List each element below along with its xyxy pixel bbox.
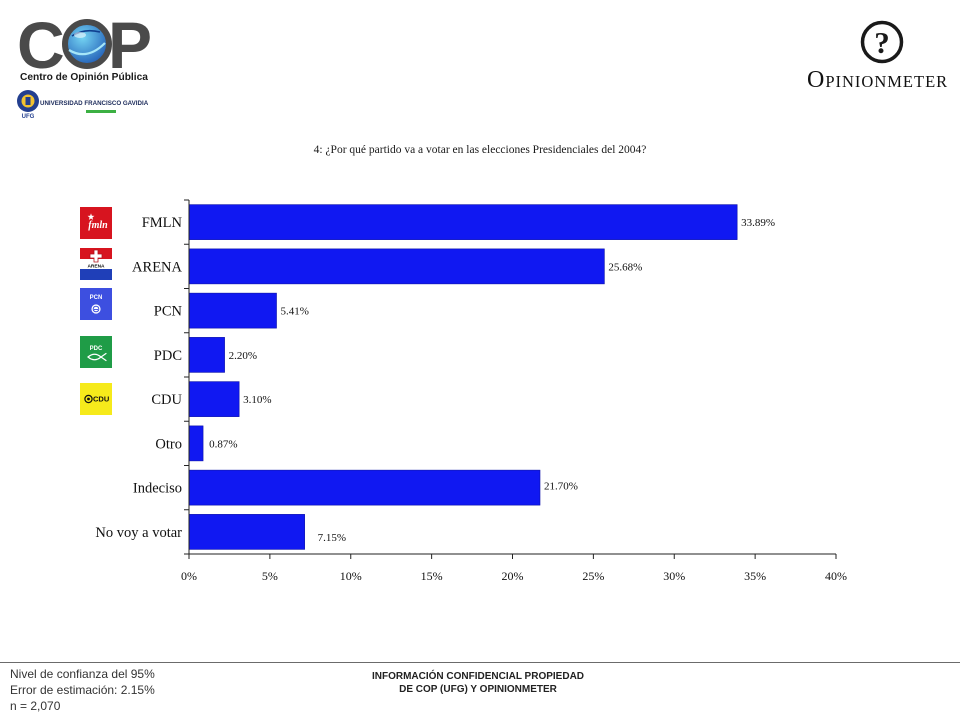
fish-icon: [87, 352, 107, 362]
party-logo-cdu: CDU: [80, 383, 112, 415]
question-mark-icon: ?: [860, 20, 904, 64]
category-label-arena: ARENA: [132, 259, 182, 275]
bar-cdu: [188, 381, 240, 417]
party-logo-fmln: fmln: [80, 207, 112, 239]
bar-arena: [188, 248, 605, 285]
x-tick-label-6: 30%: [663, 569, 685, 583]
cop-letter-p: P: [108, 14, 152, 72]
party-logo-pcn: PCN: [80, 288, 112, 320]
logo-background: [80, 336, 112, 368]
confidential-line-1: INFORMACIÓN CONFIDENCIAL PROPIEDAD: [371, 671, 585, 682]
confidential-line-2: DE COP (UFG) Y OPINIONMETER: [399, 684, 557, 695]
bar-otro: [188, 425, 204, 462]
bar-fmln: [188, 204, 738, 240]
party-logo-label: PDC: [90, 346, 103, 352]
bar-indeciso: [188, 469, 541, 506]
opinionmeter-mark: ?: [874, 25, 890, 60]
chart-title: 4: ¿Por qué partido va a votar en las el…: [313, 144, 647, 156]
ufg-name: UNIVERSIDAD FRANCISCO GAVIDIA: [40, 100, 149, 107]
x-tick-label-7: 35%: [744, 569, 766, 583]
party-logo-arena: ARENA: [80, 248, 112, 280]
category-label-cdu: CDU: [151, 392, 182, 408]
value-label-indeciso: 21.70%: [544, 481, 578, 493]
party-logo-label: CDU: [93, 395, 109, 404]
globe-icon: [62, 19, 112, 69]
x-tick-label-3: 15%: [421, 569, 443, 583]
cop-subtitle: Centro de Opinión Pública: [20, 72, 148, 83]
confidential-notice: INFORMACIÓN CONFIDENCIAL PROPIEDAD DE CO…: [0, 670, 956, 696]
star-icon: [87, 213, 95, 220]
flag-stripe: [80, 259, 112, 269]
logo-background: [80, 207, 112, 239]
category-label-pdc: PDC: [154, 348, 182, 364]
logo-background: [80, 288, 112, 320]
margin-of-error: Error de estimación: 2.15%: [10, 683, 155, 697]
value-label-pdc: 2.20%: [229, 350, 257, 362]
bar-pdc: [188, 337, 225, 373]
x-tick-label-2: 10%: [340, 569, 362, 583]
party-logo-label: PCN: [90, 295, 103, 301]
cop-letter-c: C: [17, 14, 65, 72]
x-tick-label-4: 20%: [502, 569, 524, 583]
category-label-no-voy-a-votar: No voy a votar: [95, 525, 182, 541]
x-tick-label-1: 5%: [262, 569, 278, 583]
cross-icon: [89, 249, 103, 263]
category-label-fmln: FMLN: [142, 215, 183, 231]
sample-size: n = 2,070: [10, 699, 61, 713]
value-label-no-voy-a-votar: 7.15%: [318, 532, 346, 544]
party-logo-label: ARENA: [87, 264, 105, 270]
value-label-arena: 25.68%: [608, 261, 642, 273]
survey-stats: Nivel de confianza del 95% Error de esti…: [10, 666, 155, 714]
confidence-level: Nivel de confianza del 95%: [10, 667, 155, 681]
party-logo-pdc: PDC: [80, 336, 112, 368]
category-label-otro: Otro: [155, 436, 182, 452]
ufg-abbr: UFG: [22, 114, 35, 120]
x-tick-label-0: 0%: [181, 569, 197, 583]
x-tick-label-8: 40%: [825, 569, 847, 583]
party-logo-label: fmln: [88, 220, 108, 231]
footer-divider: [0, 662, 960, 663]
bar-no-voy-a-votar: [188, 514, 305, 550]
cop-logo: C P: [17, 14, 152, 72]
bar-pcn: [188, 292, 277, 329]
ufg-seal-icon: UFG: [17, 90, 39, 120]
category-label-indeciso: Indeciso: [133, 481, 182, 497]
ufg-accent-bar: [86, 110, 116, 113]
value-label-otro: 0.87%: [209, 438, 237, 450]
x-tick-label-5: 25%: [582, 569, 604, 583]
value-label-pcn: 5.41%: [281, 306, 309, 318]
flag-stripe: [80, 269, 112, 280]
bar-chart: FMLN 33.89% ARENA 25.68% PCN 5.41% PDC 2.20% CDU…: [95, 199, 847, 583]
category-label-pcn: PCN: [154, 304, 183, 320]
opinionmeter-name: OPINIONMETER: [807, 67, 949, 93]
value-label-cdu: 3.10%: [243, 394, 271, 406]
value-label-fmln: 33.89%: [741, 217, 775, 229]
emblem-icon: [91, 304, 101, 314]
target-icon: [84, 394, 93, 404]
